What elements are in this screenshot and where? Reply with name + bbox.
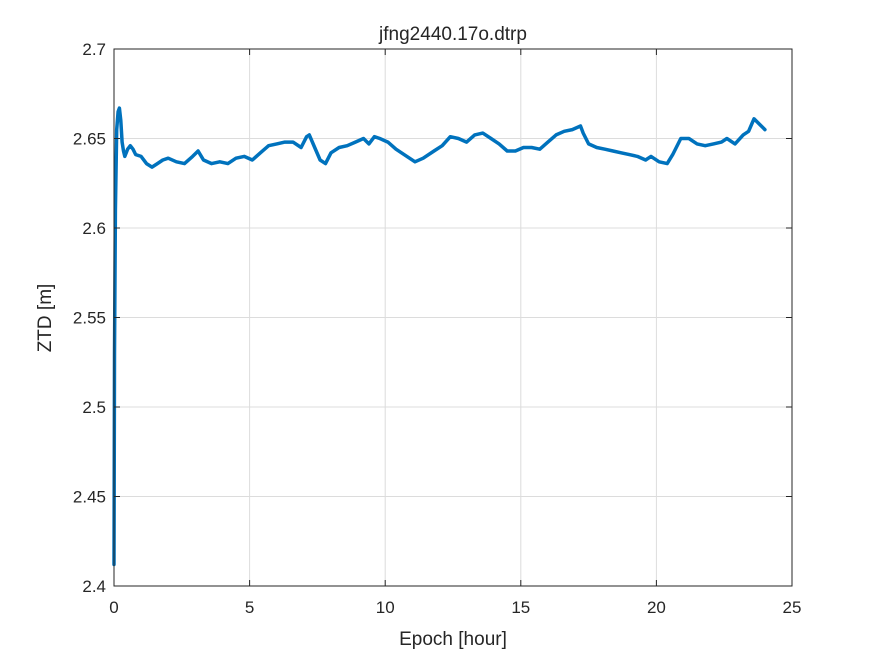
- x-axis-ticks: 0 5 10 15 20 25: [109, 49, 801, 617]
- x-tick-label: 0: [109, 598, 118, 617]
- y-tick-label: 2.5: [82, 398, 106, 417]
- y-tick-label: 2.6: [82, 219, 106, 238]
- x-tick-label: 25: [783, 598, 802, 617]
- x-tick-label: 5: [245, 598, 254, 617]
- x-axis-label: Epoch [hour]: [399, 629, 507, 650]
- y-tick-label: 2.55: [73, 309, 106, 328]
- y-tick-label: 2.4: [82, 577, 106, 596]
- x-tick-label: 10: [376, 598, 395, 617]
- y-tick-label: 2.45: [73, 488, 106, 507]
- x-tick-label: 20: [647, 598, 666, 617]
- chart-title: jfng2440.17o.dtrp: [378, 24, 527, 45]
- series-line: [112, 106, 767, 567]
- y-tick-label: 2.7: [82, 40, 106, 59]
- y-axis-label: ZTD [m]: [35, 284, 56, 353]
- y-tick-label: 2.65: [73, 130, 106, 149]
- x-tick-label: 15: [511, 598, 530, 617]
- y-axis-ticks: 2.4 2.45 2.5 2.55 2.6 2.65 2.7: [73, 40, 792, 596]
